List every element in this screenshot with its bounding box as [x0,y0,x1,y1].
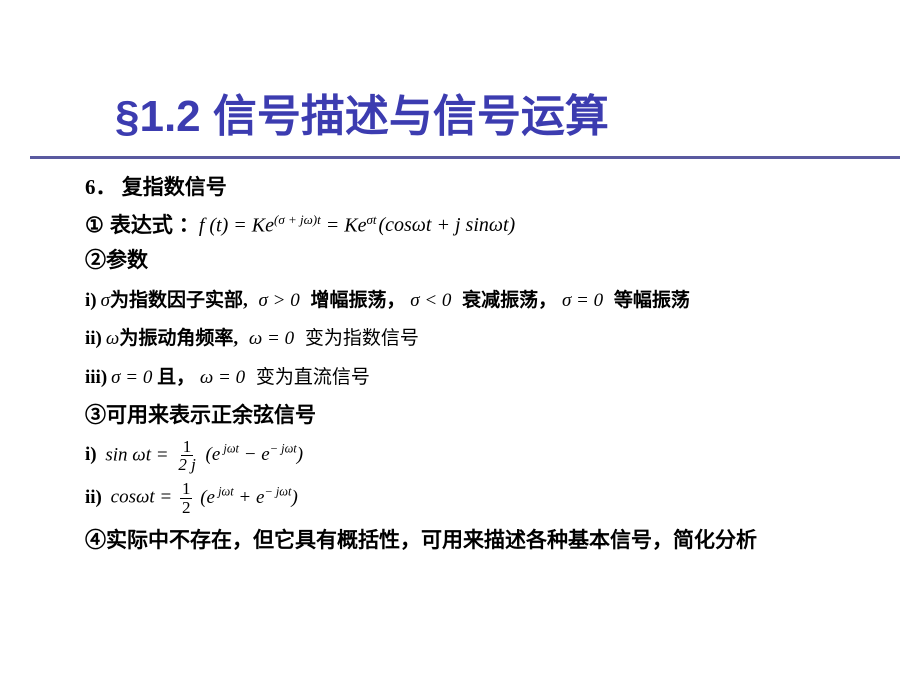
omega: ω [106,328,119,349]
eq-exp2: σt [366,212,376,227]
t-iii: 变为直流信号 [256,367,370,388]
frac-1-2: 1 2 [180,480,193,517]
rn-iii: iii) [85,367,107,388]
num1: 1 [181,438,194,457]
circ-2: ② [85,248,106,272]
cos-e2: − jωt [264,485,291,499]
conclusion: ④实际中不存在，但它具有概括性，可用来描述各种基本信号，简化分析 [85,525,835,557]
accent-bar [30,156,900,159]
params-heading: ②参数 [85,245,835,277]
txt-ii1: 为振动角频率, [119,328,238,349]
section-6-heading: 6． 复指数信号 [85,172,835,204]
c-i3: σ = 0 [562,290,603,311]
sigma: σ [101,290,110,311]
sect-num: 6． [85,175,117,199]
eq-tail: (cosωt + j sinωt) [378,210,515,240]
c-iii2: ω = 0 [200,367,245,388]
expr-label: 表达式 [110,210,173,242]
param-i: i)σ为指数因子实部, σ > 0 增幅振荡， σ < 0 衰减振荡， σ = … [85,287,835,316]
t-i1: 增幅振荡， [310,290,405,311]
eq-lhs-t: f (t) = Ke [199,215,274,237]
c-iii1: σ = 0 [111,367,152,388]
c-i2: σ < 0 [410,290,451,311]
sin-close: ) [297,444,303,465]
t-i2: 衰减振荡， [462,290,557,311]
den1: 2 j [176,456,197,474]
circ-1: ① [85,210,104,242]
cos-open: (e [200,487,215,508]
num2: 1 [180,480,193,499]
c-ii1: ω = 0 [249,328,294,349]
eq-cos: ii) cosωt = 1 2 (e jωt + e− jωt) [85,480,835,517]
rn-eqii: ii) [85,487,102,508]
rn-i: i) [85,290,97,311]
cos-lhs: cosωt = [111,487,177,508]
sin-open: (e [206,444,221,465]
eq-mid: = Ke [321,215,367,237]
txt-i1: 为指数因子实部, [110,290,248,311]
sin-e1: jωt [220,442,239,456]
sincos-heading: ③可用来表示正余弦信号 [85,400,835,432]
cos-body: (e jωt + e− jωt) [200,487,298,508]
c-i1: σ > 0 [259,290,300,311]
sin-lhs: sin ωt = [105,444,173,465]
sect-label: 复指数信号 [122,175,227,199]
cos-close: ) [291,487,297,508]
expression-row: ① 表达式 ： f (t) = Ke(σ + jω)t = Keσt (cosω… [85,210,835,242]
sincos-label: 可用来表示正余弦信号 [106,403,316,427]
den2: 2 [180,499,193,517]
params-label: 参数 [106,248,148,272]
sin-body: (e jωt − e− jωt) [206,444,304,465]
circ-3: ③ [85,403,106,427]
frac-1-2j: 1 2 j [176,438,197,475]
mid-iii: 且， [157,367,195,388]
param-ii: ii)ω为振动角频率, ω = 0 变为指数信号 [85,325,835,354]
eq-exp1: (σ + jω)t [274,212,321,227]
cos-mid: + e [234,487,265,508]
sin-e2: − jωt [270,442,297,456]
rn-ii: ii) [85,328,102,349]
colon: ： [179,210,199,240]
circ-4: ④ [85,528,106,552]
rn-eqi: i) [85,444,97,465]
slide-title: §1.2 信号描述与信号运算 [115,80,835,144]
eq-sin: i) sin ωt = 1 2 j (e jωt − e− jωt) [85,438,835,475]
eq-lhs: f (t) = Ke(σ + jω)t = Keσt [199,210,377,241]
conclusion-text: 实际中不存在，但它具有概括性，可用来描述各种基本信号，简化分析 [106,528,757,552]
t-ii1: 变为指数信号 [305,328,419,349]
param-iii: iii)σ = 0 且， ω = 0 变为直流信号 [85,364,835,393]
t-i3: 等幅振荡 [614,290,690,311]
sin-mid: − e [239,444,270,465]
cos-e1: jωt [215,485,234,499]
